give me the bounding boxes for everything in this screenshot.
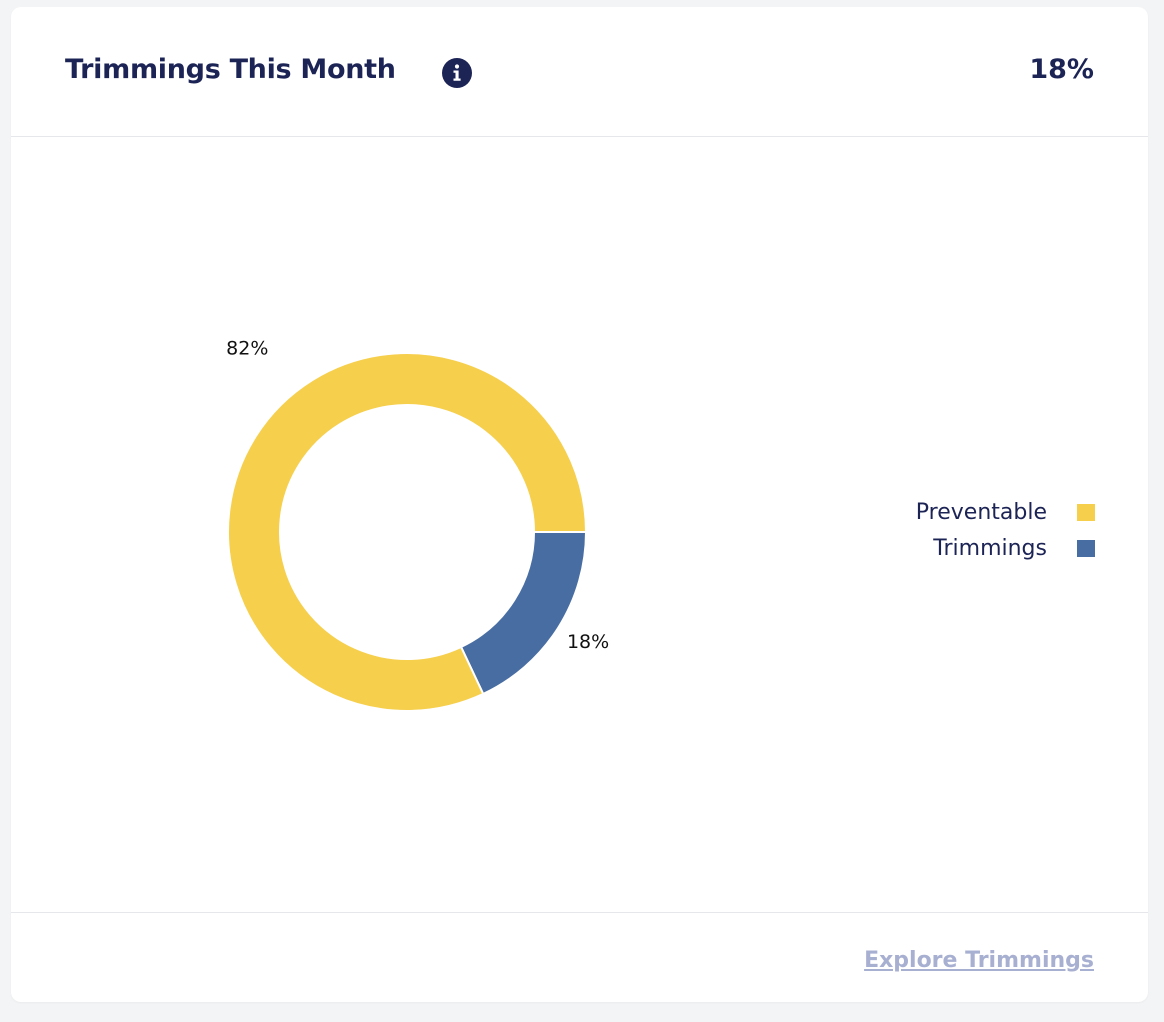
donut-slice-trimmings[interactable] xyxy=(459,531,588,696)
chart-legend: Preventable Trimmings xyxy=(916,494,1095,566)
legend-label: Trimmings xyxy=(933,535,1047,561)
legend-swatch xyxy=(1077,539,1095,557)
donut-slice-preventable[interactable] xyxy=(227,352,588,712)
legend-item-trimmings[interactable]: Trimmings xyxy=(916,530,1095,566)
chart-area: 82% 18% Preventable Trimmings xyxy=(11,137,1148,912)
donut-chart: 82% 18% xyxy=(226,338,609,712)
legend-label: Preventable xyxy=(915,499,1047,525)
slice-label-preventable: 82% xyxy=(226,338,268,360)
info-icon[interactable] xyxy=(442,58,472,88)
legend-item-preventable[interactable]: Preventable xyxy=(916,494,1095,530)
header-percentage: 18% xyxy=(1029,54,1094,85)
legend-swatch xyxy=(1077,503,1095,521)
card-footer: Explore Trimmings xyxy=(11,912,1148,1002)
explore-trimmings-link[interactable]: Explore Trimmings xyxy=(864,948,1094,973)
slice-label-trimmings: 18% xyxy=(567,631,609,653)
trimmings-card: Trimmings This Month 18% 82% 18% Preventa… xyxy=(11,7,1148,1002)
card-title: Trimmings This Month xyxy=(65,54,396,85)
card-header: Trimmings This Month 18% xyxy=(11,7,1148,137)
